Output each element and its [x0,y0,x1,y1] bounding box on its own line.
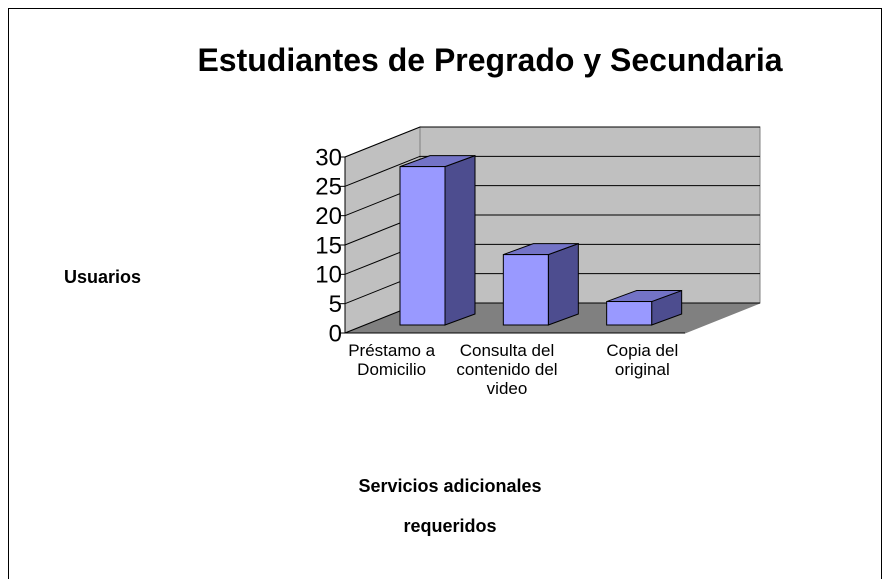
y-tick-label: 5 [329,291,342,318]
grid-line [344,155,760,187]
x-tick-label: Copia del original [606,341,679,379]
chart-title: Estudiantes de Pregrado y Secundaria [197,42,783,78]
y-tick-label: 30 [315,144,342,171]
bar-side [547,242,579,326]
bar-side [444,154,476,326]
x-tick-label: Consulta del contenido del video [456,341,558,398]
frame [8,8,882,579]
y-tick-label: 20 [315,203,342,230]
y-tick-label: 10 [315,262,342,289]
y-tick-label: 0 [329,320,342,347]
x-axis-label: Servicios adicionales requeridos [358,476,542,536]
y-tick-label: 15 [315,232,342,259]
x-tick-label: Préstamo a Domicilio [348,341,436,379]
bar [606,301,653,326]
grid-line [344,126,760,158]
y-tick-label: 25 [315,174,342,201]
y-axis-label: Usuarios [64,267,142,287]
bar [502,254,549,326]
bar [399,166,446,326]
